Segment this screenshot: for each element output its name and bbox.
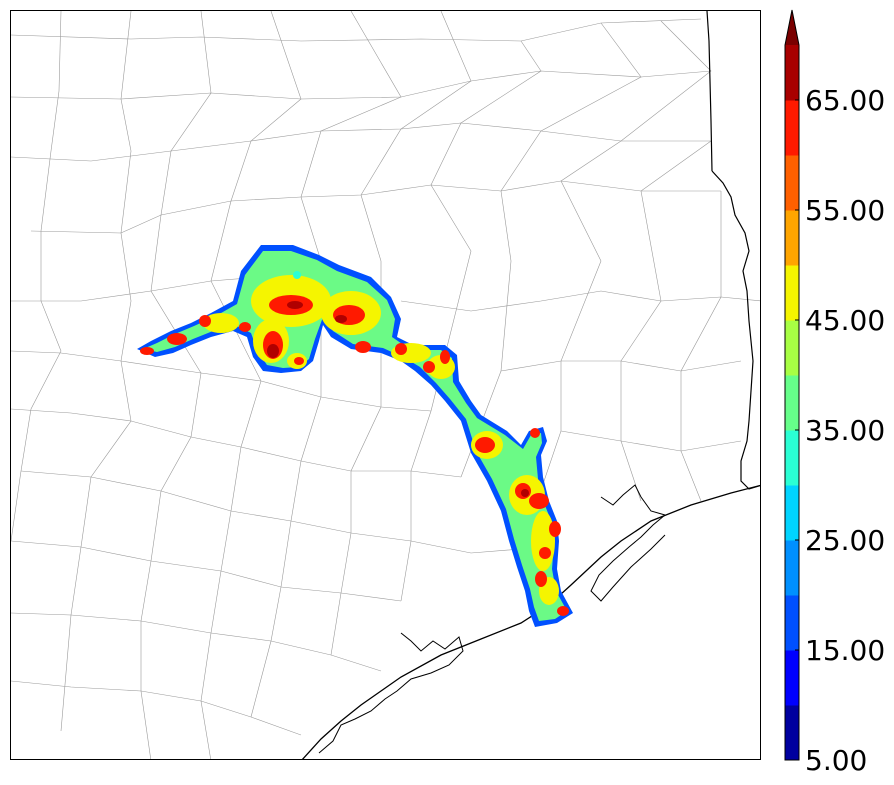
colorbar-bin [785, 595, 799, 651]
colorbar-bin [785, 320, 799, 376]
map-canvas [11, 11, 760, 759]
colorbar-tick-label: 15.00 [805, 634, 885, 667]
galveston-bay [590, 484, 667, 602]
colorbar-tick-label: 65.00 [805, 84, 885, 117]
map-frame [10, 10, 761, 760]
colorbar-bin [785, 45, 799, 101]
colorbar-bin [785, 375, 799, 431]
colorbar-bin [785, 485, 799, 541]
matagorda-bay [318, 632, 464, 754]
field-max [267, 301, 529, 497]
colorbar-tick-label: 35.00 [805, 414, 885, 447]
colorbar-bin [785, 540, 799, 596]
colorbar-bin [785, 650, 799, 706]
field-speck [293, 271, 301, 279]
colorbar-extend-arrow [785, 10, 799, 45]
colorbar-bin [785, 265, 799, 321]
colorbar-tick-label: 55.00 [805, 194, 885, 227]
colorbar-bin [785, 705, 799, 761]
colorbar: 5.00 15.00 25.00 35.00 45.00 55.00 65.00 [784, 9, 885, 777]
colorbar-tick-label: 25.00 [805, 524, 885, 557]
colorbar-bin [785, 100, 799, 156]
state-boundary [706, 11, 713, 172]
colorbar-bin [785, 430, 799, 486]
colorbar-bin [785, 210, 799, 266]
colorbar-bins [784, 9, 800, 761]
colorbar-ticks: 5.00 15.00 25.00 35.00 45.00 55.00 65.00 [795, 84, 885, 777]
sabine-river [711, 170, 760, 490]
county-boundaries [11, 11, 760, 759]
colorbar-bin [785, 155, 799, 211]
colorbar-tick-label: 45.00 [805, 304, 885, 337]
precip-field [137, 245, 573, 627]
colorbar-tick-label: 5.00 [805, 744, 867, 777]
